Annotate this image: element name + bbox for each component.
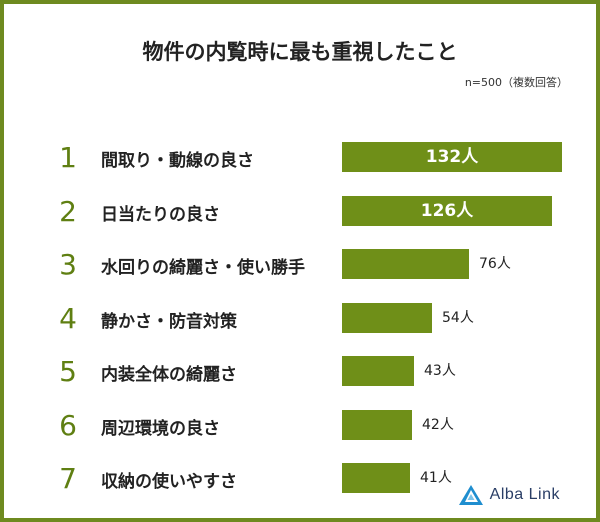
bar bbox=[342, 195, 552, 226]
rank-number: 6 bbox=[59, 408, 77, 442]
bar bbox=[342, 249, 469, 279]
category-label: 内装全体の綺麗さ bbox=[101, 365, 237, 385]
chart-row: 7 収納の使いやすさ 41人 bbox=[4, 460, 596, 500]
bar bbox=[342, 409, 412, 440]
value-label: 132人 bbox=[425, 147, 479, 167]
rank-number: 1 bbox=[59, 141, 77, 174]
chart-row: 1 間取り・動線の良さ 132人 bbox=[4, 139, 596, 179]
value-label: 126人 bbox=[420, 200, 474, 221]
value-label: 43人 bbox=[424, 363, 456, 379]
value-label: 54人 bbox=[442, 309, 474, 326]
category-label: 間取り・動線の良さ bbox=[101, 151, 254, 171]
chart-title: 物件の内覧時に最も重視したこと bbox=[142, 40, 458, 64]
value-label: 76人 bbox=[479, 256, 511, 272]
value-label: 42人 bbox=[422, 416, 454, 433]
bar bbox=[342, 463, 410, 493]
bar bbox=[342, 356, 414, 386]
category-label: 収納の使いやすさ bbox=[101, 472, 237, 492]
triangle-logo-icon bbox=[458, 485, 483, 505]
chart-row: 6 周辺環境の良さ 42人 bbox=[4, 407, 596, 447]
bar bbox=[342, 302, 432, 333]
chart-row: 2 日当たりの良さ 126人 bbox=[4, 193, 596, 233]
category-label: 静かさ・防音対策 bbox=[101, 311, 237, 332]
category-label: 水回りの綺麗さ・使い勝手 bbox=[101, 258, 305, 278]
value-label: 41人 bbox=[420, 470, 452, 486]
rank-number: 3 bbox=[59, 248, 77, 281]
sample-note: n=500（複数回答） bbox=[464, 76, 568, 89]
rank-number: 4 bbox=[59, 301, 77, 335]
brand-logo: Alba Link bbox=[458, 482, 560, 508]
bar bbox=[342, 142, 562, 172]
rank-number: 5 bbox=[59, 355, 77, 388]
brand-name: Alba Link bbox=[489, 486, 560, 503]
category-label: 日当たりの良さ bbox=[101, 204, 220, 225]
rank-number: 7 bbox=[59, 462, 77, 495]
chart-row: 3 水回りの綺麗さ・使い勝手 76人 bbox=[4, 246, 596, 286]
rank-number: 2 bbox=[59, 194, 77, 228]
chart-row: 4 静かさ・防音対策 54人 bbox=[4, 300, 596, 340]
category-label: 周辺環境の良さ bbox=[101, 418, 220, 439]
chart-row: 5 内装全体の綺麗さ 43人 bbox=[4, 353, 596, 393]
